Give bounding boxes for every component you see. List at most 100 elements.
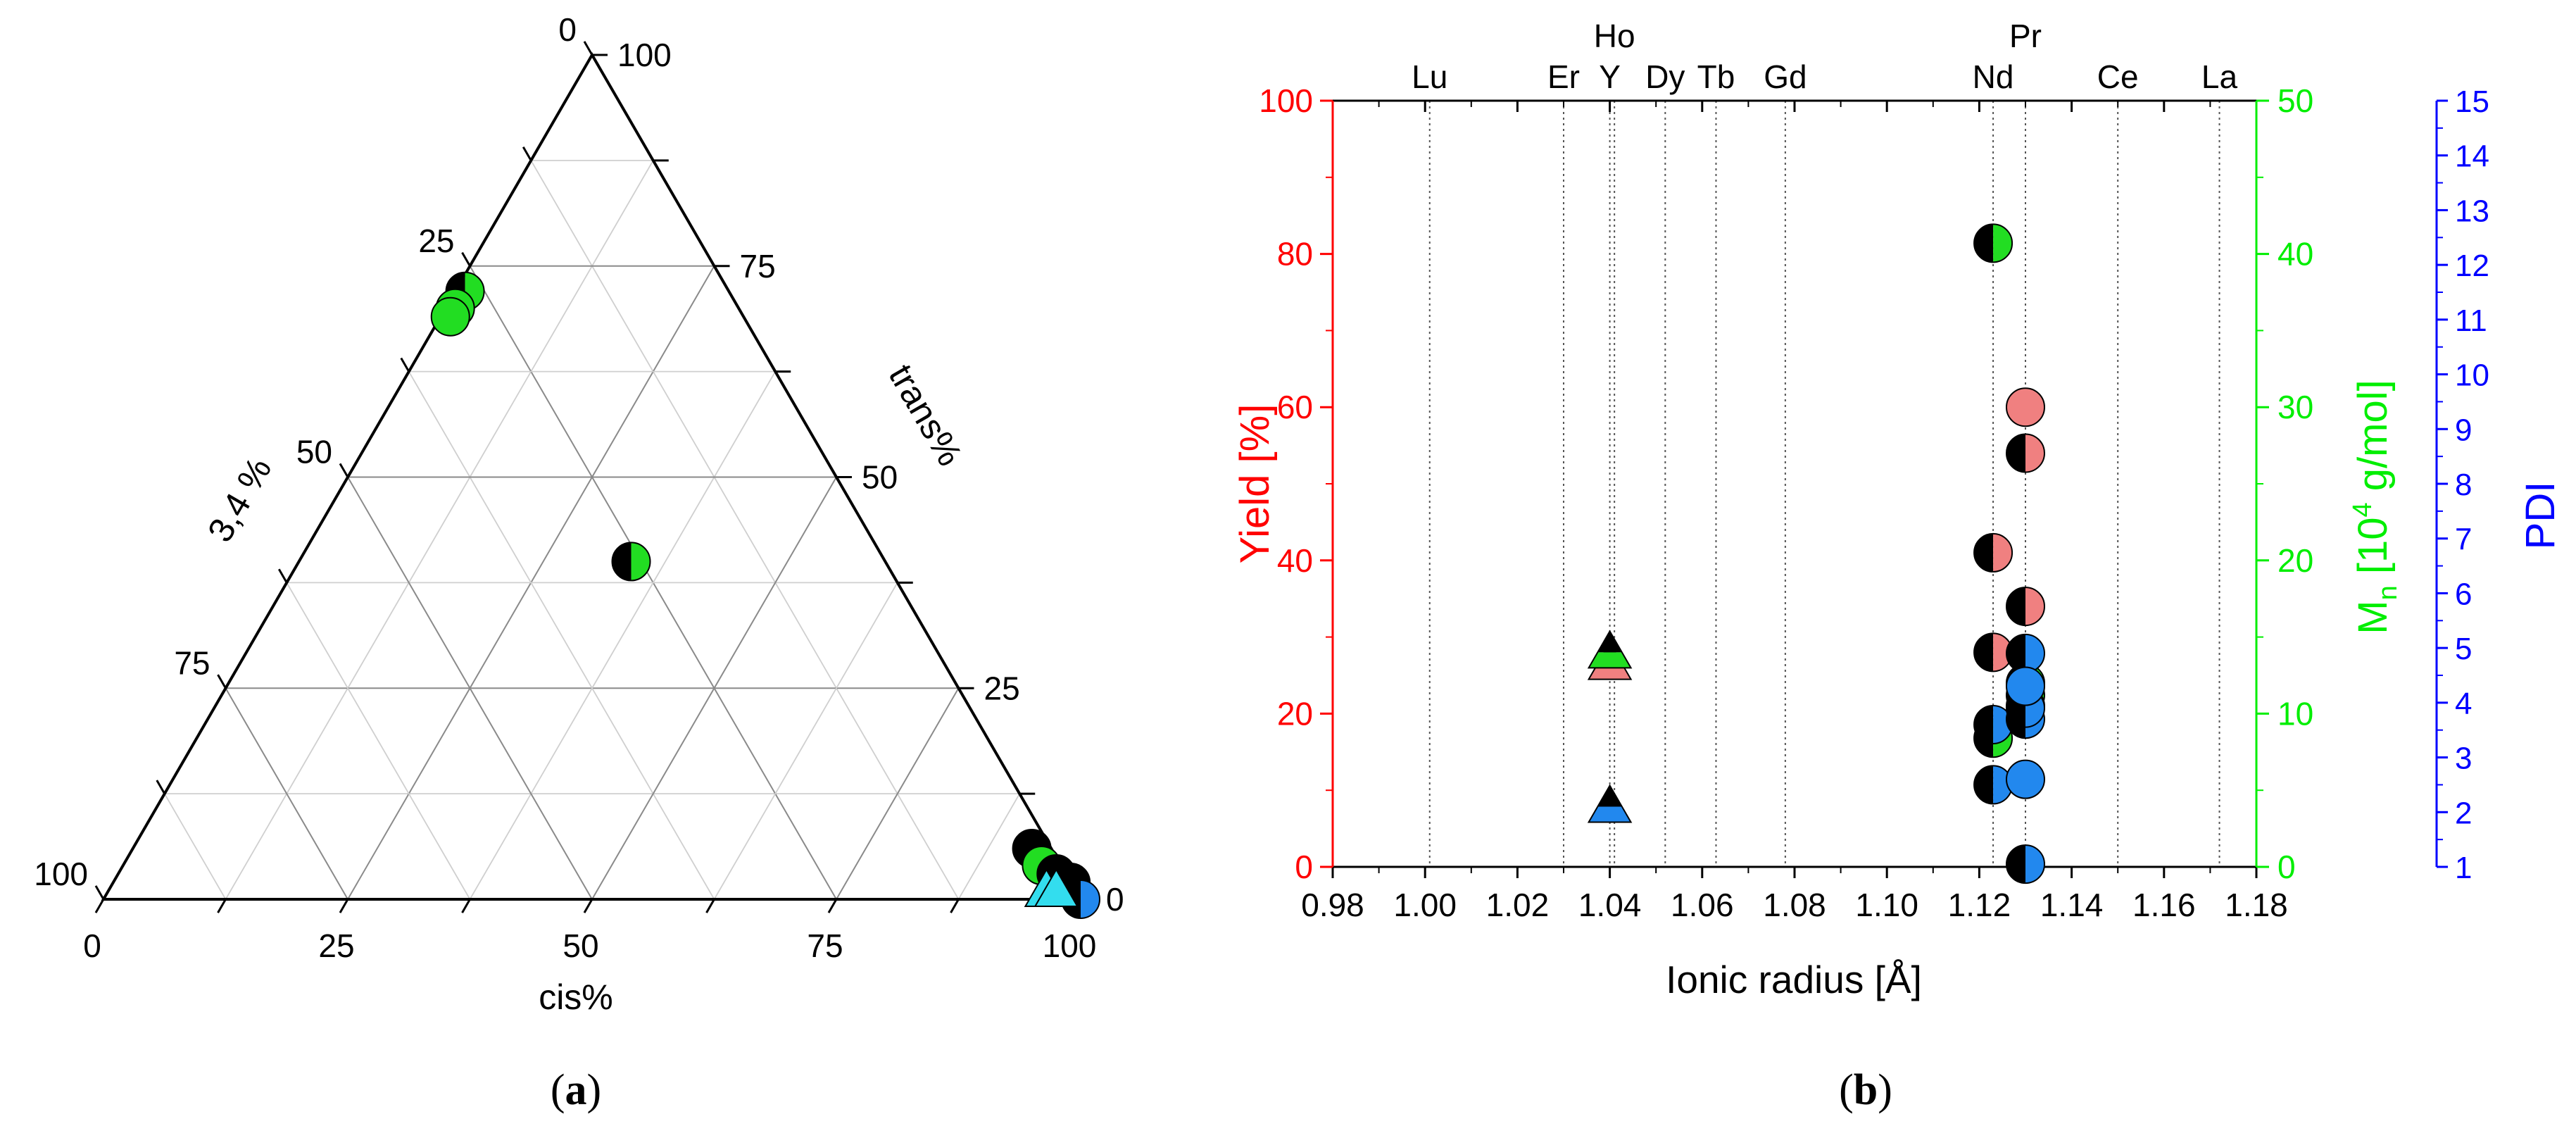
- element-label-Ce: Ce: [2097, 58, 2139, 95]
- x-axis: 0.98 1.00 1.02 1.04 1.06 1.08 1.10 1.12 1.14 1.16…: [1301, 101, 2288, 923]
- point-yield: [1973, 532, 2013, 573]
- element-label-Er: Er: [1547, 58, 1580, 95]
- tick-iso34: [583, 41, 593, 56]
- grid-line-cis: [591, 476, 837, 900]
- grid-line-cis: [469, 371, 777, 900]
- yield-tick-label: 40: [1277, 542, 1313, 579]
- pdi-tick-label: 14: [2455, 139, 2489, 174]
- tick-label-iso34: 0: [558, 11, 577, 48]
- ternary-points: [430, 271, 1100, 919]
- ternary-left-axis-label: 3,4 %: [200, 451, 279, 549]
- grid-line-iso34: [530, 160, 960, 900]
- tick-cis: [827, 899, 838, 913]
- tick-iso34: [461, 251, 471, 267]
- ternary-point: [1033, 868, 1079, 908]
- x-tick-label: 1.14: [2040, 887, 2104, 923]
- point-pdi: [1973, 765, 2013, 805]
- grid-line-iso34: [225, 687, 348, 900]
- element-labels: Lu Er Y Ho Dy Tb Gd Nd Pr Ce La: [1412, 18, 2237, 95]
- mn-tick-label: 40: [2277, 236, 2313, 273]
- tick-label-trans: 25: [984, 670, 1020, 706]
- pdi-tick-label: 11: [2455, 304, 2487, 338]
- grid-line-cis: [225, 160, 654, 900]
- x-tick-label: 1.04: [1578, 887, 1642, 923]
- mn-tick-label: 10: [2277, 695, 2313, 732]
- tick-cis: [583, 899, 593, 913]
- tick-cis: [94, 899, 105, 913]
- x-tick-label: 1.06: [1671, 887, 1734, 923]
- point-mn: [1973, 223, 2013, 263]
- yield-tick-label: 100: [1259, 82, 1313, 119]
- pdi-axis-label: PDI: [2518, 482, 2563, 550]
- tick-label-trans: 100: [617, 37, 672, 73]
- yield-tick-label: 60: [1277, 389, 1313, 425]
- mn-tick-label: 20: [2277, 542, 2313, 579]
- element-label-Y: Y: [1599, 58, 1621, 95]
- mn-tick-label: 0: [2277, 849, 2296, 885]
- grid-line-cis: [957, 793, 1021, 900]
- point-yield: [1973, 632, 2013, 673]
- ternary-point: [430, 296, 470, 337]
- grid-line-iso34: [163, 793, 227, 900]
- pdi-tick-label: 1: [2455, 851, 2472, 885]
- yield-axis-label: Yield [%]: [1232, 404, 1278, 564]
- x-tick-label: 1.12: [1948, 887, 2011, 923]
- mn-tick-label: 50: [2277, 82, 2313, 119]
- ternary-point: [611, 542, 651, 582]
- x-tick-label: 1.00: [1393, 887, 1457, 923]
- tick-label-cis: 100: [1043, 927, 1097, 964]
- x-tick-label: 1.02: [1486, 887, 1550, 923]
- ternary-bottom-axis-label: cis%: [539, 977, 613, 1017]
- tick-label-trans: 75: [740, 248, 776, 284]
- tick-label-cis: 0: [83, 927, 101, 964]
- ionic-radius-plot: 0.98 1.00 1.02 1.04 1.06 1.08 1.10 1.12 1.14 1.16…: [1232, 18, 2563, 1001]
- grid-line-iso34: [286, 582, 471, 900]
- mn-axis-label: Mn [104 g/mol]: [2348, 380, 2403, 634]
- tick-iso34: [94, 885, 105, 900]
- element-label-Dy: Dy: [1645, 58, 1685, 95]
- x-axis-label: Ionic radius [Å]: [1666, 958, 1922, 1001]
- tick-iso34: [400, 357, 410, 373]
- tick-label-iso34: 25: [418, 223, 454, 259]
- pdi-tick-label: 12: [2455, 249, 2489, 283]
- pdi-tick-label: 5: [2455, 632, 2472, 666]
- grid-line-cis: [836, 687, 960, 900]
- tick-label-iso34: 100: [34, 856, 88, 892]
- x-tick-label: 1.10: [1855, 887, 1918, 923]
- element-label-Lu: Lu: [1412, 58, 1447, 95]
- element-guide-lines: [1428, 101, 2220, 867]
- caption-a: (a): [551, 1066, 601, 1114]
- point-pdi: [2006, 844, 2045, 884]
- tick-iso34: [522, 146, 532, 161]
- point-pdi: [1587, 784, 1633, 823]
- tick-label-cis: 25: [318, 927, 354, 964]
- tick-cis: [217, 899, 227, 913]
- point-pdi: [2006, 759, 2045, 799]
- data-points: [1587, 223, 2045, 884]
- x-tick-label: 1.18: [2225, 887, 2288, 923]
- tick-iso34: [156, 780, 166, 794]
- pdi-tick-label: 2: [2455, 796, 2472, 830]
- element-label-La: La: [2201, 58, 2238, 95]
- pdi-tick-label: 15: [2455, 85, 2489, 119]
- x-tick-label: 1.16: [2132, 887, 2196, 923]
- element-label-Ho: Ho: [1594, 18, 1635, 54]
- pdi-tick-label: 13: [2455, 194, 2489, 228]
- yield-tick-label: 20: [1277, 695, 1313, 732]
- grid-line-cis: [713, 582, 898, 900]
- element-label-Tb: Tb: [1697, 58, 1735, 95]
- point-pdi: [2006, 666, 2045, 706]
- point-yield: [2006, 587, 2045, 627]
- caption-b: (b): [1839, 1066, 1892, 1114]
- pdi-tick-label: 4: [2455, 687, 2472, 721]
- ternary-grid: [163, 159, 1021, 900]
- mn-tick-label: 30: [2277, 389, 2313, 425]
- element-label-Nd: Nd: [1973, 58, 2014, 95]
- tick-cis: [950, 899, 960, 913]
- pdi-tick-label: 3: [2455, 742, 2472, 776]
- x-tick-label: 0.98: [1301, 887, 1364, 923]
- point-mn: [1587, 630, 1633, 669]
